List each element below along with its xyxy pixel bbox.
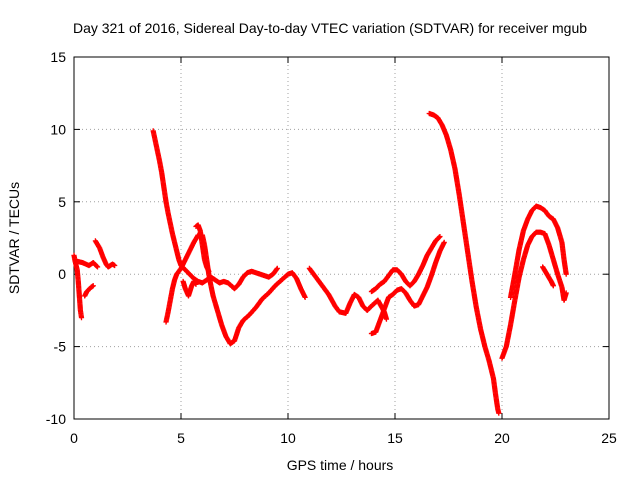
series-sat-a bbox=[71, 238, 118, 321]
x-tick-label: 15 bbox=[387, 430, 403, 446]
y-tick-label: 0 bbox=[58, 266, 66, 282]
series-sat-g bbox=[368, 233, 443, 295]
series-sat-h bbox=[426, 110, 502, 416]
y-tick-label: 5 bbox=[58, 194, 66, 210]
y-tick-label: -5 bbox=[54, 339, 67, 355]
x-tick-label: 20 bbox=[494, 430, 510, 446]
series-sat-c bbox=[163, 232, 308, 347]
x-tick-label: 25 bbox=[601, 430, 617, 446]
y-tick-label: 15 bbox=[50, 49, 66, 65]
plot-frame bbox=[73, 56, 610, 420]
series-sat-i bbox=[499, 229, 569, 361]
data-point bbox=[563, 271, 569, 277]
series-sat-f bbox=[368, 239, 447, 337]
series-sat-d bbox=[180, 222, 212, 299]
series-sat-b bbox=[150, 128, 280, 292]
data-point bbox=[206, 268, 212, 274]
data-point bbox=[563, 290, 569, 296]
x-axis-label: GPS time / hours bbox=[287, 457, 394, 473]
grid-lines bbox=[74, 57, 609, 419]
x-tick-label: 10 bbox=[280, 430, 296, 446]
data-point bbox=[550, 283, 556, 289]
y-axis-label: SDTVAR / TECUs bbox=[6, 182, 22, 294]
data-point bbox=[94, 264, 101, 270]
data-point bbox=[437, 233, 443, 240]
x-tick-label: 5 bbox=[177, 430, 185, 446]
data-point bbox=[383, 316, 390, 322]
data-point bbox=[193, 281, 199, 287]
data-point bbox=[496, 410, 502, 416]
data-point bbox=[78, 315, 85, 321]
data-point bbox=[94, 263, 100, 269]
y-tick-label: 10 bbox=[50, 121, 66, 137]
axis-ticks: 0 5 10 15 20 25 -10 -5 0 5 10 15 bbox=[46, 49, 617, 446]
data-point bbox=[302, 294, 308, 300]
series-sat-j bbox=[507, 203, 569, 300]
data-point bbox=[90, 283, 96, 289]
series-sat-e bbox=[306, 265, 390, 322]
data-point bbox=[112, 262, 118, 269]
data-points bbox=[71, 110, 569, 416]
x-tick-label: 0 bbox=[70, 430, 78, 446]
y-tick-label: -10 bbox=[46, 411, 66, 427]
data-point bbox=[441, 239, 447, 245]
chart-title: Day 321 of 2016, Sidereal Day-to-day VTE… bbox=[73, 20, 587, 36]
data-point bbox=[274, 265, 280, 272]
data-point bbox=[436, 234, 442, 240]
